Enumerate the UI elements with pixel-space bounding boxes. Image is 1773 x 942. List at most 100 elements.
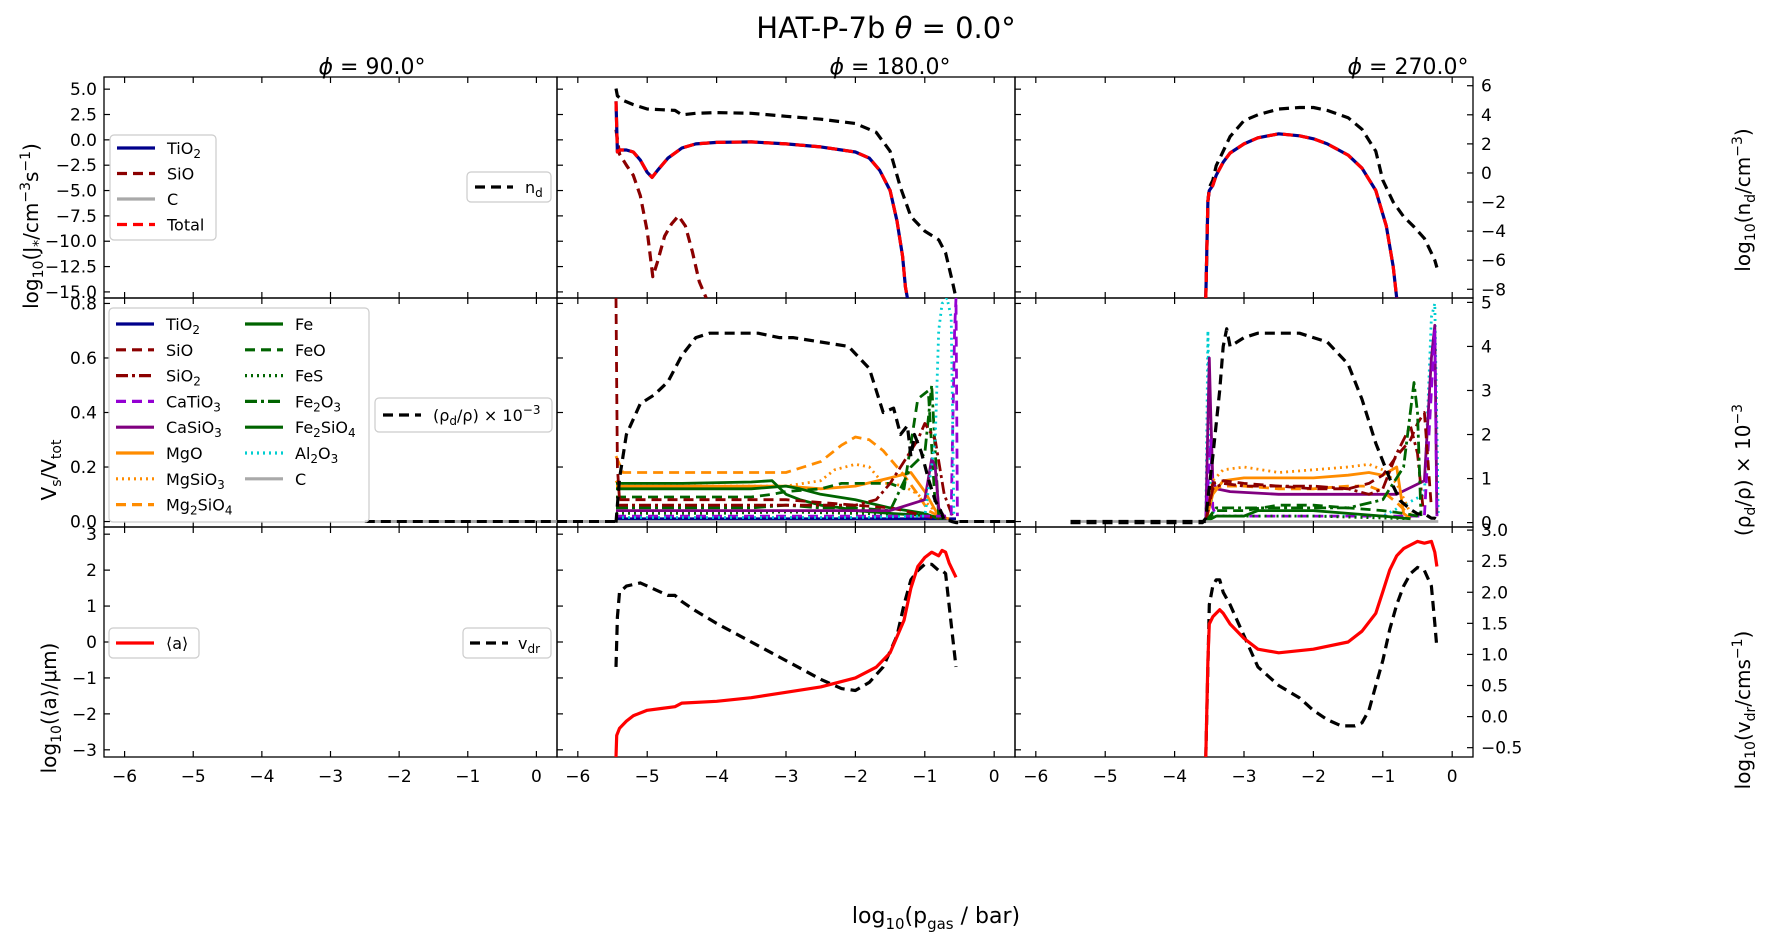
y-tick-label-left: 0 <box>86 633 97 653</box>
y-tick-label-left: −2 <box>72 705 97 725</box>
y-tick-label-left: 5.0 <box>70 80 97 100</box>
x-tick-label: −4 <box>1162 767 1187 787</box>
x-tick-label: −4 <box>704 767 729 787</box>
y-tick-label-left: 0.2 <box>70 458 97 478</box>
y-label-row2-right: (ρd/ρ) × 10−3 <box>1730 404 1759 536</box>
series-Mg2SiO4 <box>1204 484 1412 522</box>
legend-condensate-label: Al2O3 <box>295 444 338 466</box>
y-tick-label-left: −10.0 <box>45 232 97 252</box>
x-tick-label: 0 <box>1447 767 1458 787</box>
y-tick-label-right: 2.0 <box>1481 583 1508 603</box>
legend-condensate-label: FeS <box>295 367 323 386</box>
series-SiO <box>1204 411 1433 522</box>
y-tick-label-left: 3 <box>86 525 97 545</box>
series-FeO <box>1204 503 1422 523</box>
x-tick-label: −6 <box>565 767 590 787</box>
y-tick-label-right: −6 <box>1481 251 1506 271</box>
y-tick-label-left: 0.0 <box>70 131 97 151</box>
series-total <box>614 101 909 298</box>
x-tick-label: −3 <box>318 767 343 787</box>
series-vdr <box>1204 565 1439 757</box>
legend-a-label: ⟨a⟩ <box>166 634 188 653</box>
series-rho <box>1070 327 1440 525</box>
series-vdr <box>614 562 958 693</box>
x-tick-label: −2 <box>1301 767 1326 787</box>
column-title-2: ϕ = 180.0° <box>830 55 951 80</box>
y-tick-label-left: −12.5 <box>45 258 97 278</box>
panel-frame <box>1014 76 1474 299</box>
x-tick-label: −5 <box>1093 767 1118 787</box>
panel-frame <box>1014 526 1474 758</box>
x-tick-label: −6 <box>112 767 137 787</box>
legend-condensate-label: Mg2SiO4 <box>166 496 232 518</box>
legend-condensate-label: MgO <box>166 444 203 463</box>
y-label-row2-left: Vs/Vtot <box>37 439 65 500</box>
x-tick-label: −1 <box>455 767 480 787</box>
x-tick-label: −4 <box>249 767 274 787</box>
x-axis-label: log10(pgas / bar) <box>852 904 1020 933</box>
legend-species-row1 <box>109 134 217 241</box>
y-tick-label-right: −8 <box>1481 280 1506 300</box>
legends: TiO2 SiO C Total nd TiO2 SiO SiO2 CaTiO3 CaSiO3 Mg… <box>108 134 553 659</box>
series-Fe2SiO4 <box>1205 509 1411 523</box>
y-tick-label-right: 0.5 <box>1481 677 1508 697</box>
y-tick-label-right: −0.5 <box>1481 739 1522 759</box>
y-tick-label-right: 5 <box>1481 293 1492 313</box>
legend-species-label: Total <box>166 216 204 235</box>
series-CaSiO3 <box>616 457 947 520</box>
y-tick-label-left: 2 <box>86 561 97 581</box>
legend-condensate-label: TiO2 <box>165 315 200 337</box>
figure-title-theta: θ <box>895 11 913 45</box>
series-FeS <box>616 510 943 521</box>
y-tick-label-right: −4 <box>1481 222 1506 242</box>
series-Fe2O3 <box>1204 381 1423 523</box>
series-a <box>614 548 958 757</box>
legend-condensate-label: C <box>295 470 306 489</box>
y-tick-label-left: 0.6 <box>70 349 97 369</box>
y-tick-label-left: 0.0 <box>70 513 97 533</box>
y-tick-label-right: 0.0 <box>1481 708 1508 728</box>
series-FeO <box>616 389 937 506</box>
legend-nd-label: nd <box>525 178 543 200</box>
x-tick-label: −3 <box>1231 767 1256 787</box>
y-tick-label-right: 4 <box>1481 337 1492 357</box>
y-tick-label-left: 1 <box>86 597 97 617</box>
y-tick-label-right: 1 <box>1481 470 1492 490</box>
x-tick-label: −2 <box>387 767 412 787</box>
series-FeS <box>1205 514 1411 523</box>
legend-condensate-label: CaSiO3 <box>166 418 222 440</box>
figure-title: HAT-P-7b θ = 0.0° <box>756 11 1015 45</box>
legend-condensate-label: CaTiO3 <box>166 392 221 414</box>
y-tick-label-left: −1 <box>72 669 97 689</box>
legend-condensate-label: FeO <box>295 341 326 360</box>
x-tick-label: −5 <box>635 767 660 787</box>
legend-species-label: TiO2 <box>166 139 201 161</box>
series-SiO <box>614 298 621 500</box>
legend-condensate-label: Fe2SiO4 <box>295 418 356 440</box>
figure-title-suffix: = 0.0° <box>922 11 1016 45</box>
x-tick-label: 0 <box>989 767 1000 787</box>
series-SiO2 <box>616 421 954 517</box>
y-tick-label-right: −2 <box>1481 193 1506 213</box>
series-Fe2O3 <box>616 383 941 517</box>
series-a <box>1204 539 1439 757</box>
y-tick-label-right: 1.5 <box>1481 614 1508 634</box>
tick-labels: −6 −5 −4 −3 −2 −1 0 −6 −5 −4 −3 −2 −1 0 −6 −5 −4 −3 −2 −1 0 5… <box>45 77 1522 787</box>
y-tick-label-left: 2.5 <box>70 106 97 126</box>
y-tick-label-right: 1.0 <box>1481 645 1508 665</box>
legend-rho <box>374 397 553 433</box>
y-label-row1-right: log10(nd/cm−3) <box>1730 128 1759 271</box>
x-tick-label: 0 <box>531 767 542 787</box>
y-tick-label-left: 0.4 <box>70 404 97 424</box>
series-SiO <box>614 129 708 298</box>
series-total <box>1204 132 1399 298</box>
series-TiO2 <box>614 101 909 298</box>
y-tick-label-right: 0 <box>1481 514 1492 534</box>
series-Fe <box>616 479 946 521</box>
x-tick-label: −1 <box>912 767 937 787</box>
y-tick-label-left: −15.0 <box>45 283 97 303</box>
legend-condensate-label: SiO <box>166 341 193 360</box>
x-tick-label: −2 <box>843 767 868 787</box>
series-Mg2SiO4 <box>614 435 940 518</box>
